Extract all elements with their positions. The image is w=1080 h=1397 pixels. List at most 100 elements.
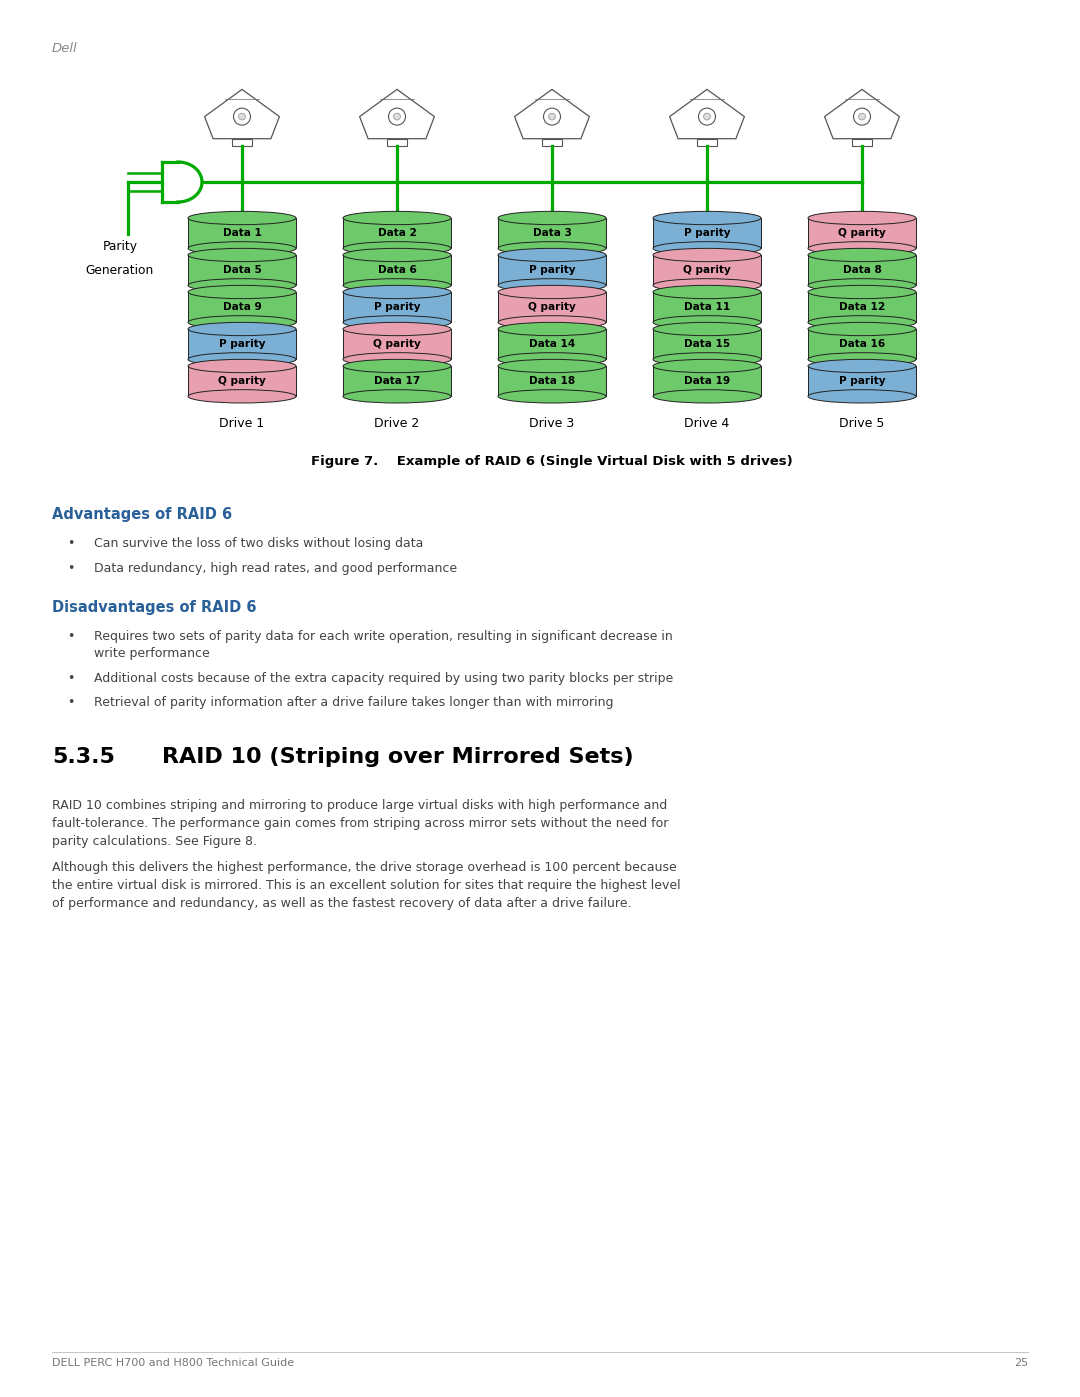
- Ellipse shape: [498, 316, 606, 330]
- Ellipse shape: [498, 359, 606, 373]
- Ellipse shape: [808, 323, 916, 335]
- Text: Can survive the loss of two disks without losing data: Can survive the loss of two disks withou…: [94, 536, 423, 550]
- Ellipse shape: [188, 249, 296, 261]
- Ellipse shape: [653, 323, 761, 335]
- Ellipse shape: [343, 285, 451, 299]
- Ellipse shape: [498, 285, 606, 299]
- Text: Data 12: Data 12: [839, 302, 886, 312]
- Polygon shape: [343, 256, 451, 285]
- Ellipse shape: [808, 359, 916, 373]
- Text: Requires two sets of parity data for each write operation, resulting in signific: Requires two sets of parity data for eac…: [94, 630, 673, 661]
- Polygon shape: [653, 366, 761, 397]
- Ellipse shape: [343, 359, 451, 373]
- Ellipse shape: [653, 242, 761, 256]
- Text: •: •: [67, 536, 75, 550]
- Ellipse shape: [498, 211, 606, 225]
- Text: DELL PERC H700 and H800 Technical Guide: DELL PERC H700 and H800 Technical Guide: [52, 1358, 294, 1368]
- Ellipse shape: [808, 352, 916, 366]
- Text: RAID 10 (Striping over Mirrored Sets): RAID 10 (Striping over Mirrored Sets): [162, 747, 634, 767]
- Text: Data 11: Data 11: [684, 302, 730, 312]
- Polygon shape: [498, 256, 606, 285]
- Circle shape: [859, 113, 865, 120]
- Ellipse shape: [343, 352, 451, 366]
- Polygon shape: [498, 292, 606, 323]
- Text: Drive 1: Drive 1: [219, 416, 265, 430]
- Ellipse shape: [653, 278, 761, 292]
- Text: Parity: Parity: [103, 240, 137, 253]
- Text: Data 16: Data 16: [839, 339, 886, 349]
- Text: Generation: Generation: [86, 264, 154, 277]
- Circle shape: [239, 113, 245, 120]
- Text: •: •: [67, 697, 75, 710]
- Polygon shape: [343, 366, 451, 397]
- Ellipse shape: [808, 285, 916, 299]
- Ellipse shape: [343, 316, 451, 330]
- Text: P parity: P parity: [839, 376, 886, 386]
- Text: P parity: P parity: [218, 339, 266, 349]
- Ellipse shape: [498, 249, 606, 261]
- Text: •: •: [67, 672, 75, 685]
- Text: Data 17: Data 17: [374, 376, 420, 386]
- Circle shape: [699, 108, 715, 126]
- Polygon shape: [343, 292, 451, 323]
- Bar: [232, 138, 253, 147]
- Text: Dell: Dell: [52, 42, 78, 54]
- Bar: [542, 138, 563, 147]
- Text: Drive 5: Drive 5: [839, 416, 885, 430]
- Text: Retrieval of parity information after a drive failure takes longer than with mir: Retrieval of parity information after a …: [94, 697, 613, 710]
- Text: Data 14: Data 14: [529, 339, 576, 349]
- Text: Data 1: Data 1: [222, 228, 261, 237]
- Ellipse shape: [808, 316, 916, 330]
- Text: Data 19: Data 19: [684, 376, 730, 386]
- Ellipse shape: [808, 249, 916, 261]
- Polygon shape: [204, 89, 280, 138]
- Circle shape: [393, 113, 401, 120]
- Text: Q parity: Q parity: [218, 376, 266, 386]
- Bar: [387, 138, 407, 147]
- Polygon shape: [188, 330, 296, 359]
- Text: P parity: P parity: [529, 265, 576, 275]
- Bar: [697, 138, 717, 147]
- Polygon shape: [498, 366, 606, 397]
- Ellipse shape: [498, 390, 606, 402]
- Text: Data 2: Data 2: [378, 228, 417, 237]
- Text: Data 3: Data 3: [532, 228, 571, 237]
- Polygon shape: [825, 89, 900, 138]
- Text: 5.3.5: 5.3.5: [52, 747, 114, 767]
- Ellipse shape: [808, 211, 916, 225]
- Text: •: •: [67, 630, 75, 643]
- Circle shape: [853, 108, 870, 126]
- Ellipse shape: [498, 323, 606, 335]
- Text: Drive 4: Drive 4: [685, 416, 730, 430]
- Ellipse shape: [188, 359, 296, 373]
- Text: Q parity: Q parity: [373, 339, 421, 349]
- Bar: [852, 138, 873, 147]
- Text: •: •: [67, 562, 75, 574]
- Circle shape: [703, 113, 711, 120]
- Ellipse shape: [188, 278, 296, 292]
- Text: Data redundancy, high read rates, and good performance: Data redundancy, high read rates, and go…: [94, 562, 457, 574]
- Polygon shape: [653, 256, 761, 285]
- Ellipse shape: [188, 211, 296, 225]
- Ellipse shape: [498, 352, 606, 366]
- Ellipse shape: [808, 278, 916, 292]
- Polygon shape: [808, 292, 916, 323]
- Circle shape: [389, 108, 405, 126]
- Text: Drive 3: Drive 3: [529, 416, 575, 430]
- Ellipse shape: [808, 242, 916, 256]
- Ellipse shape: [808, 390, 916, 402]
- Ellipse shape: [343, 211, 451, 225]
- Polygon shape: [343, 218, 451, 249]
- Text: 25: 25: [1014, 1358, 1028, 1368]
- Polygon shape: [188, 366, 296, 397]
- Text: Data 6: Data 6: [378, 265, 417, 275]
- Ellipse shape: [498, 278, 606, 292]
- Polygon shape: [498, 330, 606, 359]
- Polygon shape: [188, 292, 296, 323]
- Text: Drive 2: Drive 2: [375, 416, 420, 430]
- Polygon shape: [188, 256, 296, 285]
- Ellipse shape: [343, 278, 451, 292]
- Ellipse shape: [653, 211, 761, 225]
- Polygon shape: [653, 218, 761, 249]
- Text: Additional costs because of the extra capacity required by using two parity bloc: Additional costs because of the extra ca…: [94, 672, 673, 685]
